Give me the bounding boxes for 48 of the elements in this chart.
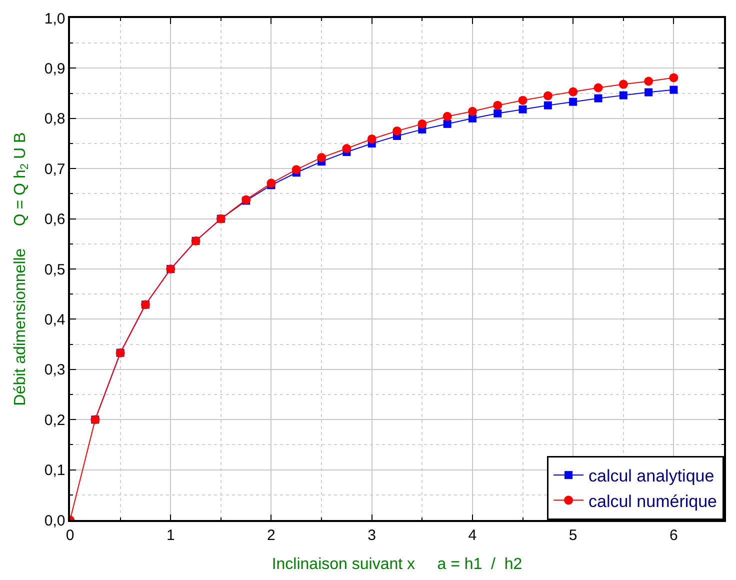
point (367, 134, 376, 144)
point (342, 144, 352, 154)
x-tick-label: 5 (568, 526, 578, 544)
point (292, 165, 301, 174)
point (494, 109, 502, 118)
x-tick-label: 1 (166, 526, 175, 544)
y-tick-label: 1,0 (44, 10, 66, 28)
point (544, 101, 552, 110)
point (568, 87, 578, 96)
x-tick-label: 6 (670, 526, 678, 544)
y-tick-label: 0,9 (44, 60, 66, 78)
point (518, 96, 528, 105)
point (468, 114, 476, 122)
legend-label: calcul analytique (588, 466, 714, 486)
x-axis-title: Inclinaison suivant x a = h1 / h2 (272, 556, 522, 573)
y-tick-label: 0,5 (44, 261, 66, 278)
point (317, 153, 326, 162)
legend-label: calcul numérique (588, 492, 718, 511)
point (543, 91, 552, 100)
point (618, 80, 628, 89)
y-tick-label: 0,8 (44, 110, 66, 128)
x-tick-label: 2 (267, 526, 276, 544)
y-tick-label: 0,3 (44, 362, 66, 379)
point (418, 119, 427, 128)
point (669, 73, 678, 82)
point (443, 120, 452, 128)
y-tick-label: 0,2 (44, 412, 66, 429)
x-tick-label: 0 (66, 526, 74, 544)
y-tick-label: 0,1 (44, 462, 66, 480)
x-tick-label: 3 (368, 526, 376, 544)
x-tick-label: 4 (468, 526, 477, 544)
point (569, 98, 578, 106)
point (518, 105, 527, 114)
y-tick-label: 0,0 (44, 512, 66, 530)
point (266, 178, 276, 188)
point (468, 106, 477, 116)
point (594, 94, 602, 102)
point (392, 126, 402, 136)
point (644, 76, 654, 86)
point (594, 83, 603, 92)
point (619, 91, 628, 100)
point (644, 88, 653, 96)
y-tick-label: 0,6 (44, 211, 66, 228)
y-tick-label: 0,7 (44, 160, 66, 178)
y-tick-label: 0,4 (44, 311, 66, 328)
point (670, 86, 678, 94)
point (493, 100, 502, 110)
point (442, 112, 452, 121)
